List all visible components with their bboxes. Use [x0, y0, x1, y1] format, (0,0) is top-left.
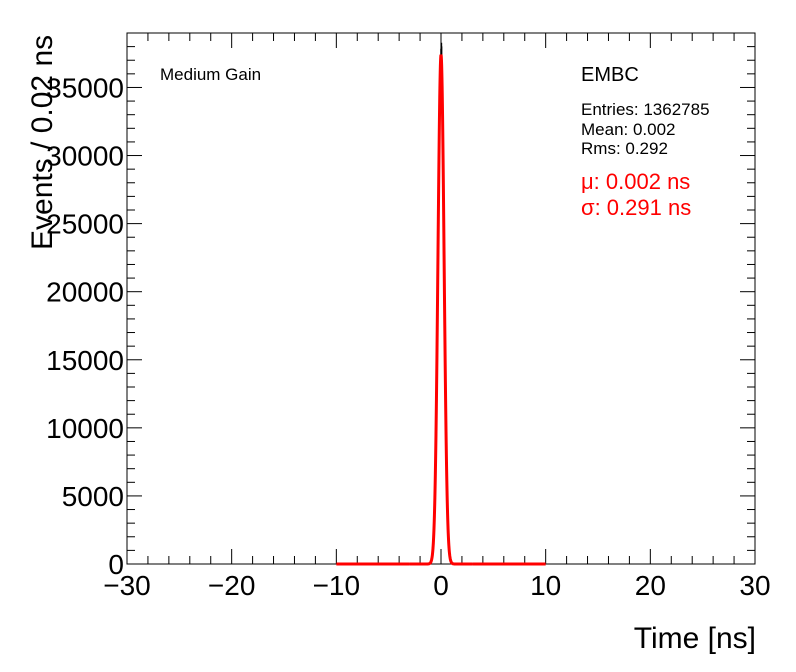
x-tick-label: 10	[530, 570, 561, 601]
x-tick-labels: −30 −20 −10 0 10 20 30	[103, 570, 770, 601]
fit-sigma-label: σ: 0.291 ns	[581, 195, 691, 220]
x-tick-label: −10	[313, 570, 361, 601]
x-tick-label: 30	[739, 570, 770, 601]
rms-stat: Rms: 0.292	[581, 139, 668, 158]
y-tick-label: 25000	[46, 209, 124, 240]
y-tick-label: 30000	[46, 141, 124, 172]
y-axis-title: Events / 0.02 ns	[26, 35, 59, 250]
x-axis-title: Time [ns]	[634, 622, 756, 655]
mean-stat: Mean: 0.002	[581, 120, 676, 139]
entries-stat: Entries: 1362785	[581, 100, 710, 119]
y-tick-label: 0	[108, 549, 124, 580]
x-tick-label: 0	[433, 570, 449, 601]
y-tick-labels: 0 5000 10000 15000 20000 25000 30000 35000	[46, 72, 124, 580]
y-tick-label: 10000	[46, 413, 124, 444]
y-tick-label: 20000	[46, 277, 124, 308]
x-tick-label: −20	[208, 570, 256, 601]
x-tick-label: −30	[103, 570, 151, 601]
gain-label: Medium Gain	[160, 65, 261, 84]
y-tick-label: 5000	[62, 481, 124, 512]
y-tick-label: 15000	[46, 345, 124, 376]
y-tick-label: 35000	[46, 72, 124, 103]
x-tick-label: 20	[635, 570, 666, 601]
axis-ticks	[126, 32, 756, 565]
histogram-series	[414, 42, 468, 565]
detector-label: EMBC	[581, 64, 639, 86]
fit-mu-label: μ: 0.002 ns	[581, 169, 690, 194]
gaussian-fit-series	[409, 54, 473, 566]
